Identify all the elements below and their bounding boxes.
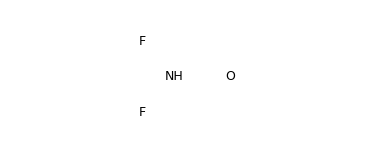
Text: O: O: [225, 71, 235, 83]
Text: F: F: [139, 106, 146, 119]
Text: F: F: [139, 35, 146, 48]
Text: NH: NH: [164, 71, 183, 83]
